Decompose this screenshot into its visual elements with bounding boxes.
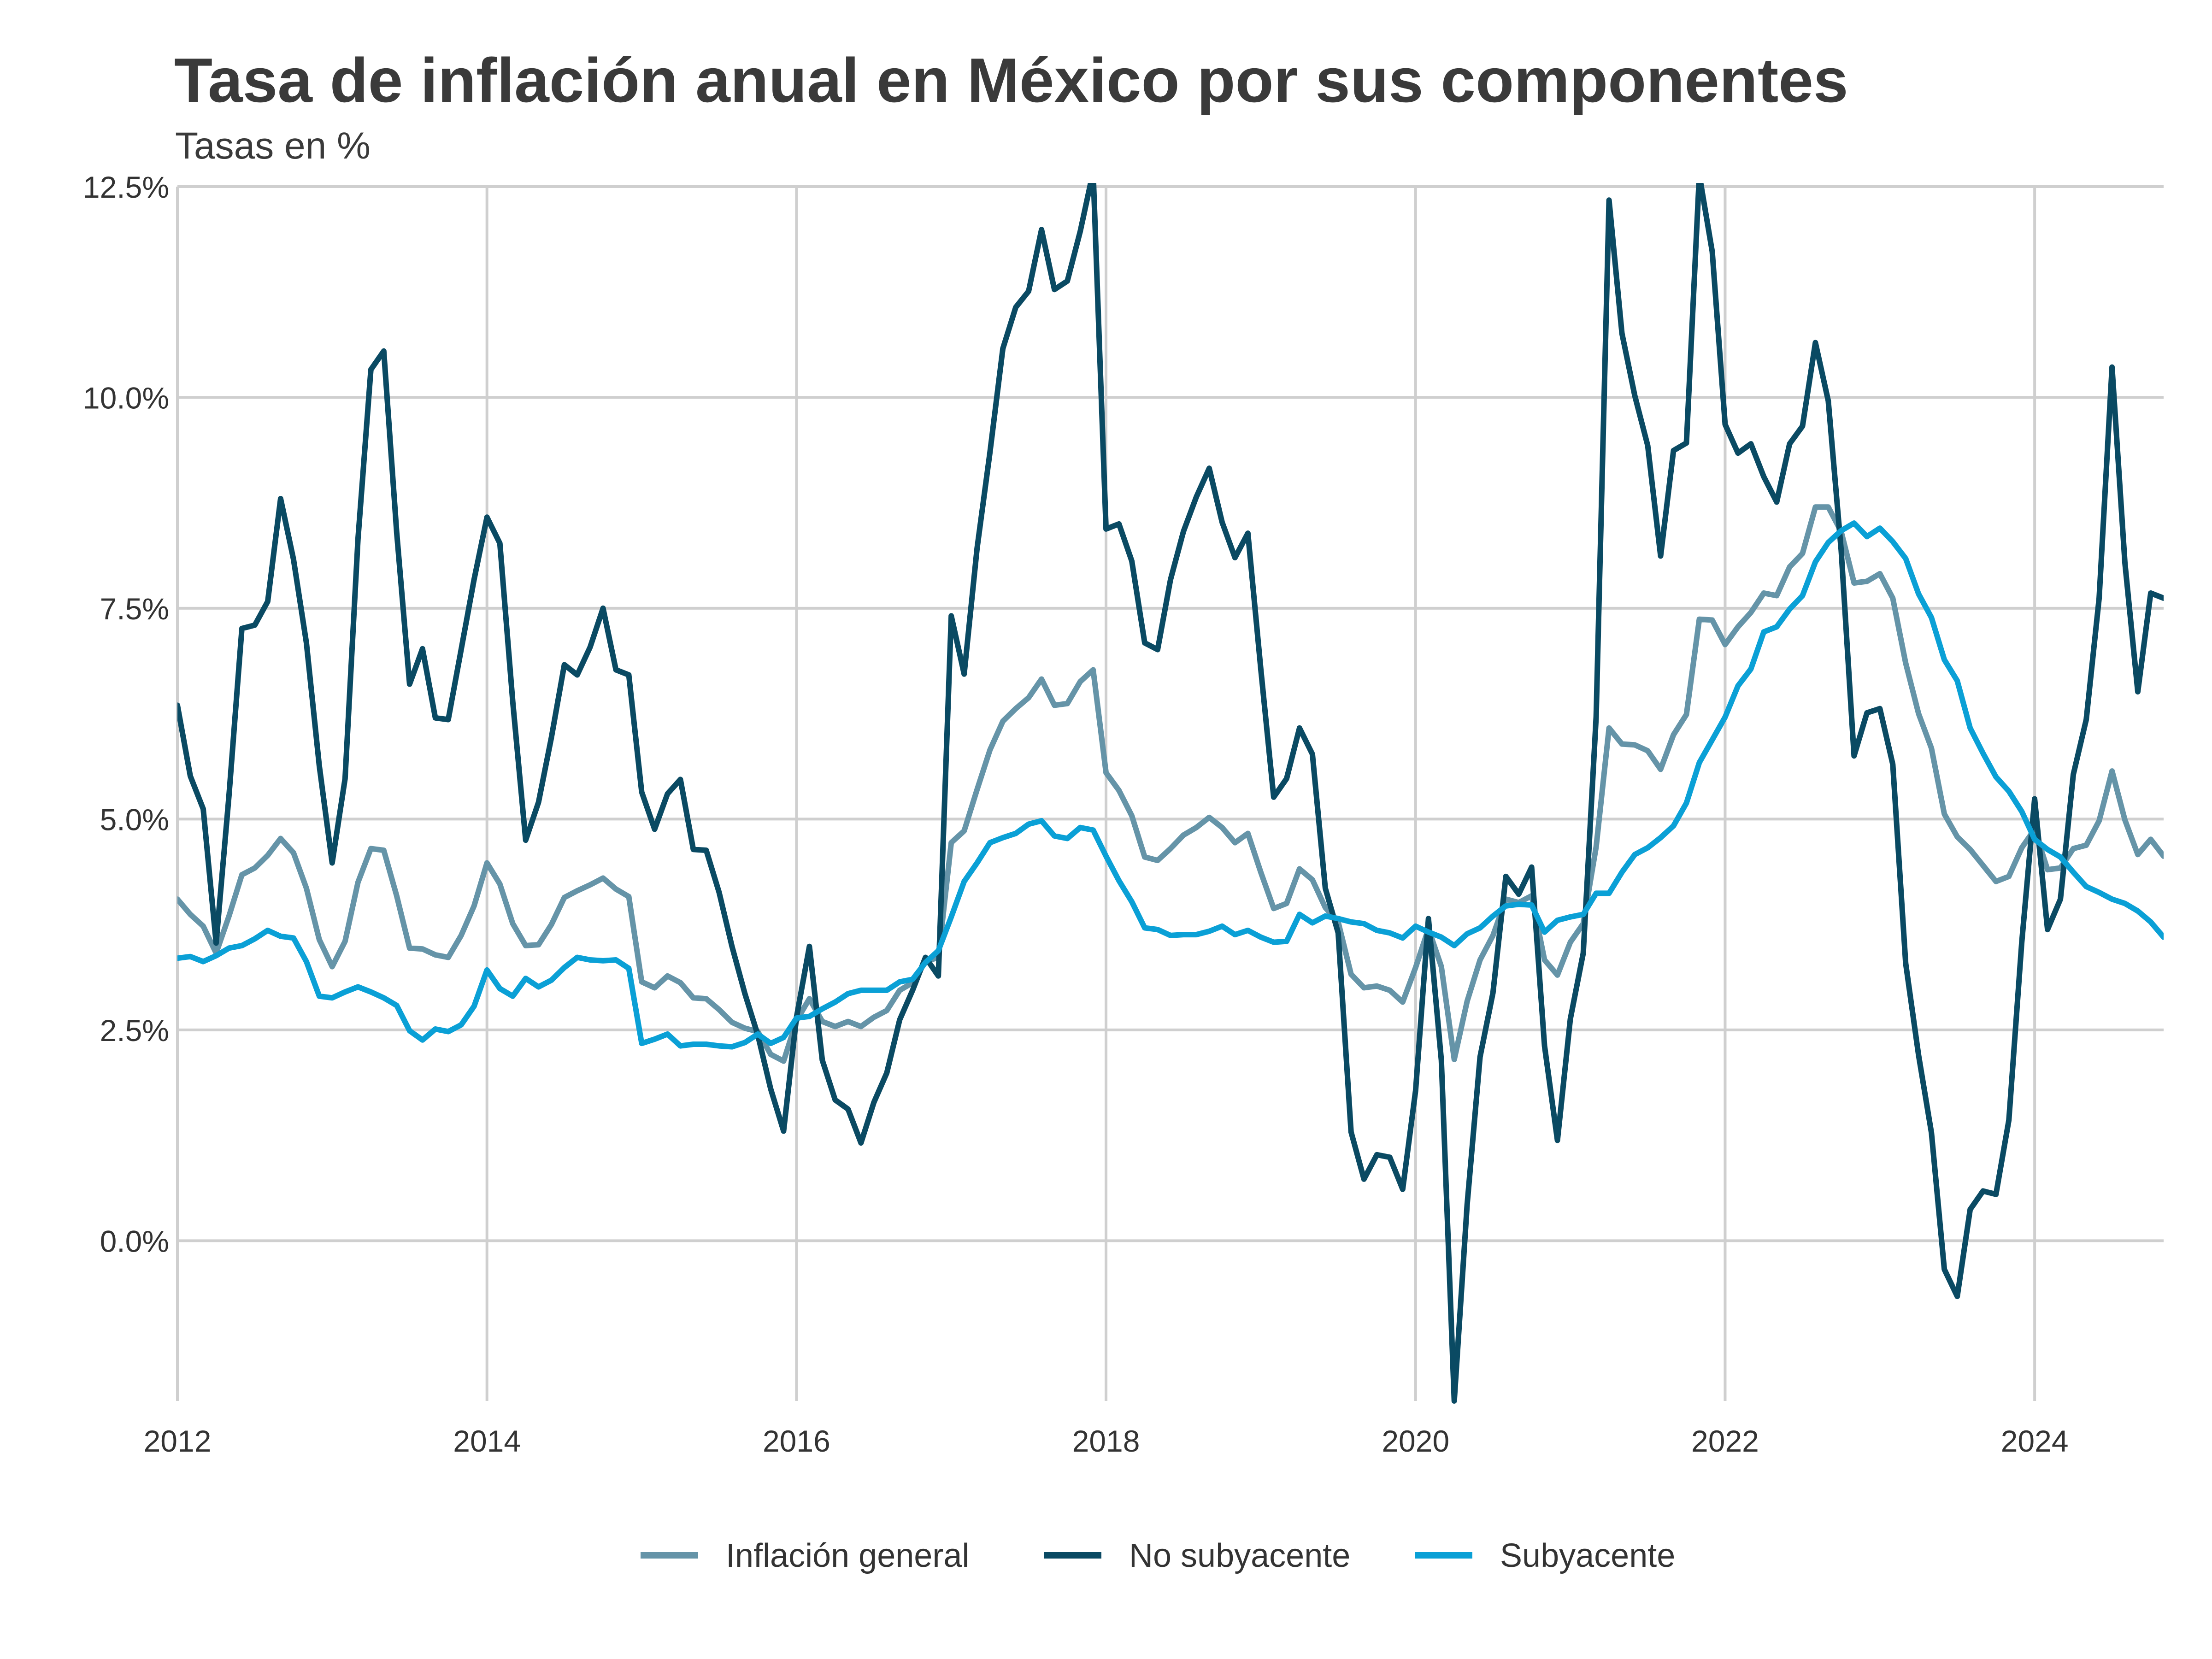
y-axis: 0.0% 2.5% 5.0% 7.5% 10.0% 12.5% xyxy=(83,170,169,1258)
x-tick-label: 2020 xyxy=(1382,1424,1449,1458)
x-tick-label: 2014 xyxy=(453,1424,521,1458)
y-tick-label: 5.0% xyxy=(100,802,169,836)
legend: Inflación general No subyacente Subyacente xyxy=(641,1537,1675,1574)
x-tick-label: 2024 xyxy=(2001,1424,2069,1458)
x-tick-label: 2022 xyxy=(1691,1424,1759,1458)
series-lines xyxy=(177,183,2164,1404)
x-tick-label: 2016 xyxy=(763,1424,830,1458)
chart-subtitle: Tasas en % xyxy=(175,125,371,167)
legend-label-subyacente: Subyacente xyxy=(1500,1537,1675,1574)
chart-title: Tasa de inflación anual en México por su… xyxy=(174,45,1848,115)
x-tick-label: 2018 xyxy=(1072,1424,1140,1458)
series-line-no-subyacente xyxy=(177,183,2164,1404)
gridlines xyxy=(176,185,2164,1401)
legend-label-no-subyacente: No subyacente xyxy=(1129,1537,1350,1574)
y-tick-label: 12.5% xyxy=(83,170,169,204)
x-axis: 2012 2014 2016 2018 2020 2022 2024 xyxy=(144,1424,2069,1458)
y-tick-label: 2.5% xyxy=(100,1013,169,1047)
x-tick-label: 2012 xyxy=(144,1424,212,1458)
y-tick-label: 7.5% xyxy=(100,592,169,626)
series-line-inflacion-general xyxy=(177,504,2164,1064)
legend-label-inflacion-general: Inflación general xyxy=(726,1537,969,1574)
y-tick-label: 0.0% xyxy=(100,1224,169,1258)
series-line-subyacente xyxy=(177,520,2164,1050)
y-tick-label: 10.0% xyxy=(83,381,169,415)
